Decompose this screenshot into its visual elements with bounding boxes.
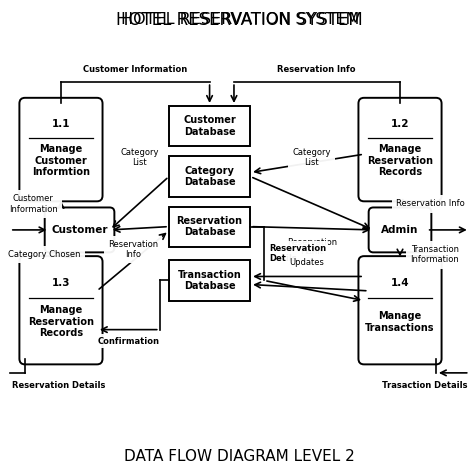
Text: 1.1: 1.1 (52, 119, 70, 129)
Text: 1.2: 1.2 (391, 119, 409, 129)
Text: Manage
Transactions: Manage Transactions (365, 311, 435, 333)
Text: Customer
Information: Customer Information (9, 194, 57, 214)
Text: 1.4: 1.4 (391, 278, 410, 288)
Text: Reservation Details: Reservation Details (12, 382, 106, 391)
Text: Manage
Reservation
Records: Manage Reservation Records (28, 305, 94, 338)
FancyBboxPatch shape (369, 208, 431, 252)
Text: Category
Database: Category Database (184, 166, 236, 187)
Text: Customer
Database: Customer Database (183, 115, 236, 137)
Text: Manage
Reservation
Records: Manage Reservation Records (367, 144, 433, 177)
Text: Reservation
Info: Reservation Info (108, 240, 158, 259)
Text: 1.3: 1.3 (52, 278, 70, 288)
Text: HOTEL RESERVATION SYSTEM: HOTEL RESERVATION SYSTEM (120, 12, 359, 27)
Text: Reservation Info: Reservation Info (277, 65, 356, 74)
FancyBboxPatch shape (19, 256, 102, 365)
Text: Confirmation: Confirmation (97, 337, 159, 346)
FancyBboxPatch shape (358, 256, 442, 365)
Text: Customer Information: Customer Information (83, 65, 187, 74)
Text: Category
List: Category List (120, 148, 159, 167)
Text: Manage
Customer
Informtion: Manage Customer Informtion (32, 144, 90, 177)
Text: Customer: Customer (51, 225, 108, 235)
Text: Updates: Updates (290, 258, 325, 267)
FancyBboxPatch shape (19, 98, 102, 201)
Text: Trasaction Details: Trasaction Details (382, 382, 467, 391)
Text: HOTEL RESERVATION SYSTEM: HOTEL RESERVATION SYSTEM (117, 10, 363, 28)
Text: Reservation
Database: Reservation Database (177, 216, 243, 237)
Text: Transaction
Database: Transaction Database (178, 270, 241, 292)
FancyBboxPatch shape (45, 208, 114, 252)
Text: Transaction
Information: Transaction Information (410, 245, 459, 264)
Text: Category
List: Category List (292, 148, 331, 167)
Text: Category Chosen: Category Chosen (9, 250, 81, 259)
Text: Reservation Info: Reservation Info (396, 200, 465, 209)
Text: Reservation
Detils: Reservation Detils (269, 244, 326, 263)
Text: Reservation
Detils: Reservation Detils (287, 238, 337, 257)
Bar (169, 156, 250, 197)
Bar (169, 106, 250, 146)
Text: DATA FLOW DIAGRAM LEVEL 2: DATA FLOW DIAGRAM LEVEL 2 (124, 449, 355, 464)
Bar (169, 260, 250, 301)
Bar (169, 207, 250, 246)
Text: Admin: Admin (381, 225, 419, 235)
FancyBboxPatch shape (358, 98, 442, 201)
